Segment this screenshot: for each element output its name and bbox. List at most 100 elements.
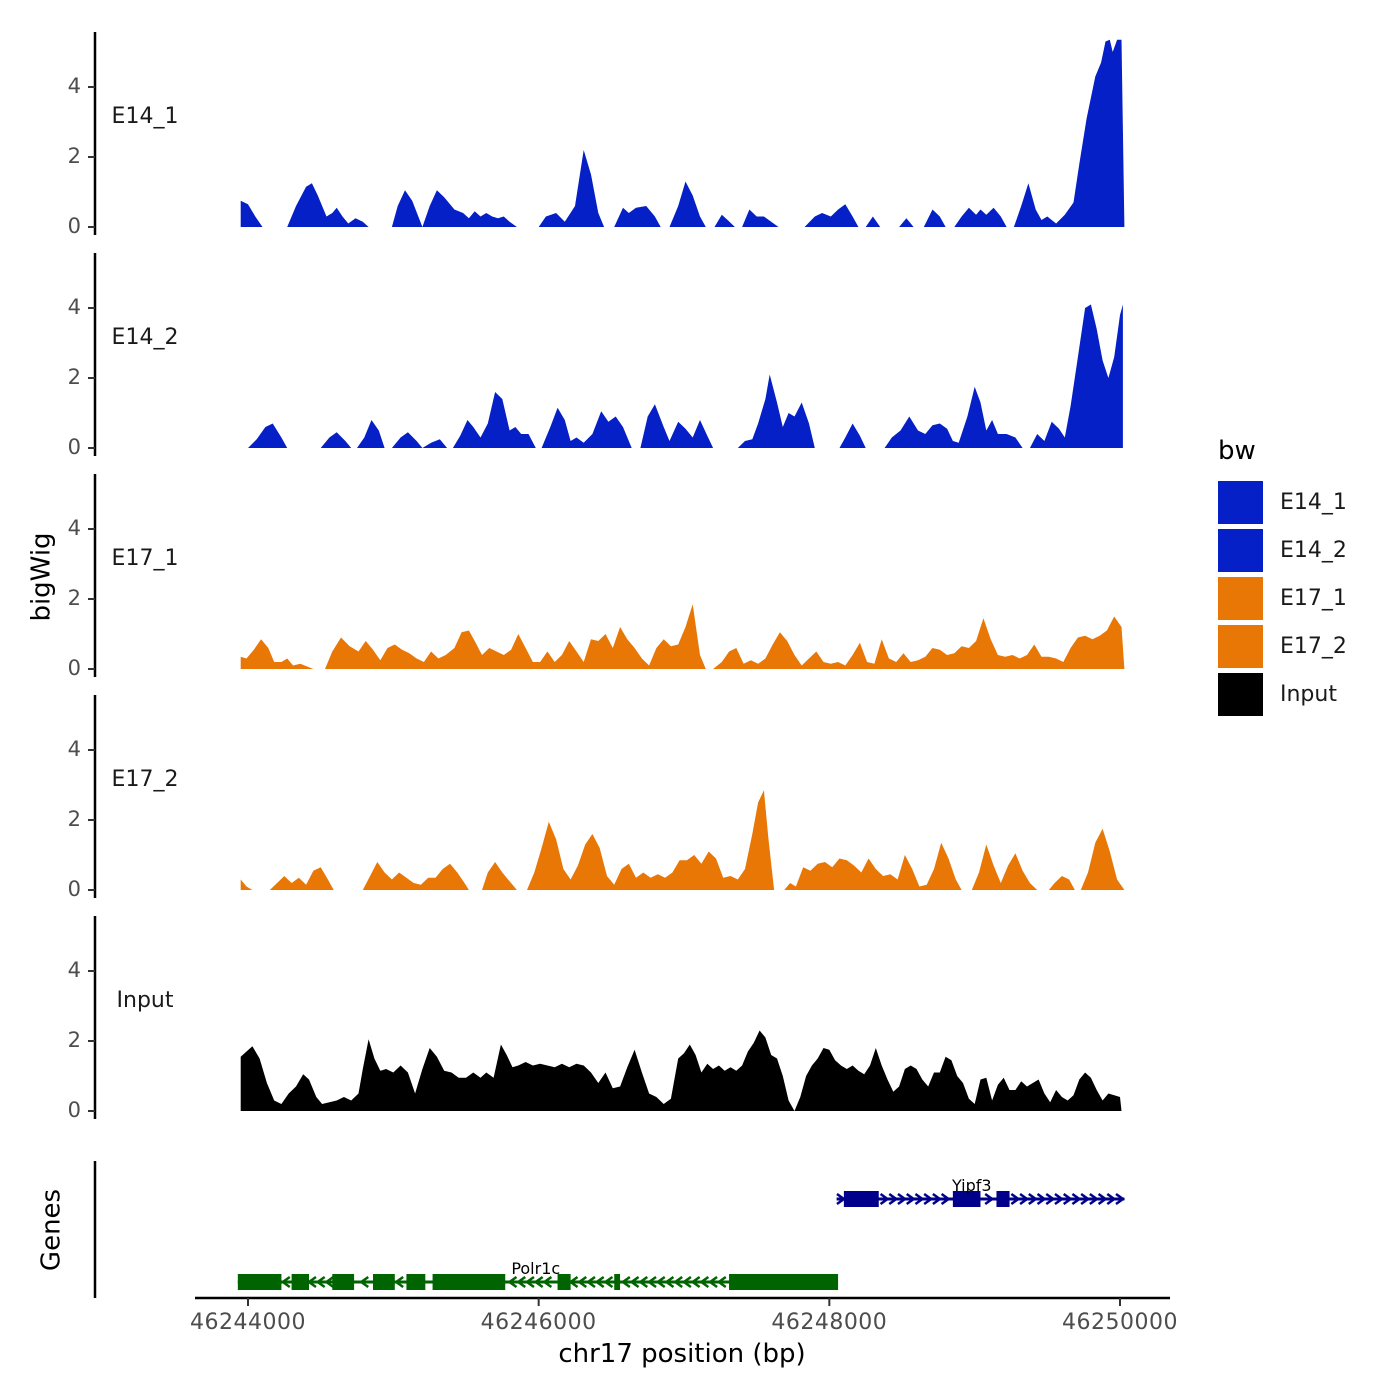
gene-exon: [332, 1274, 355, 1290]
genes-panel: Genes Polr1c Yipf3: [37, 1161, 1126, 1298]
strand-arrow: [1054, 1192, 1065, 1206]
strand-arrow: [690, 1275, 701, 1289]
gene-exon: [729, 1274, 839, 1290]
strand-arrow: [542, 1275, 553, 1289]
track-E14_2: 0 2 4 E14_2: [68, 253, 1123, 459]
legend-title: bw: [1218, 436, 1256, 466]
y-tick-label: 2: [68, 807, 81, 831]
y-tick-label: 2: [68, 586, 81, 610]
track-label: E17_1: [112, 546, 179, 571]
genes-axis-title: Genes: [37, 1189, 67, 1271]
strand-arrow: [932, 1192, 943, 1206]
strand-arrow: [315, 1275, 326, 1289]
strand-arrow: [524, 1275, 535, 1289]
gene-Polr1c: Polr1c: [237, 1259, 839, 1290]
strand-arrow: [879, 1192, 890, 1206]
strand-arrow: [914, 1192, 925, 1206]
y-tick-label: 4: [68, 516, 81, 540]
strand-arrow: [533, 1275, 544, 1289]
strand-arrow: [673, 1275, 683, 1289]
x-axis: chr17 position (bp) 46244000 46246000 4624…: [190, 1296, 1177, 1369]
gene-label: Polr1c: [511, 1259, 560, 1278]
y-tick-label: 4: [68, 958, 81, 982]
y-tick-label: 2: [68, 365, 81, 389]
legend-swatch: [1218, 625, 1263, 668]
strand-arrow: [359, 1275, 369, 1289]
coverage-tracks: 0 2 4 E14_1 0 2 4 E14_2 0 2 4 E17_1 0 2 4 E17_2 0 2 4 Input: [68, 32, 1125, 1122]
y-tick-label: 4: [68, 295, 81, 319]
track-label: E17_2: [112, 767, 179, 792]
x-tick-label: 46244000: [190, 1310, 306, 1335]
legend-label: Input: [1280, 682, 1337, 707]
strand-arrow: [923, 1192, 934, 1206]
strand-arrow: [577, 1275, 587, 1289]
strand-arrow: [629, 1275, 640, 1289]
y-tick-label: 2: [68, 1028, 81, 1052]
y-tick-label: 0: [68, 877, 81, 901]
legend: bw E14_1 E14_2 E17_1 E17_2 Input: [1218, 436, 1347, 716]
strand-arrow: [1089, 1192, 1099, 1206]
strand-arrow: [1028, 1192, 1038, 1206]
legend-label: E17_2: [1280, 634, 1347, 659]
x-tick-label: 46246000: [481, 1310, 597, 1335]
track-E17_2: 0 2 4 E17_2: [68, 695, 1125, 901]
strand-arrow: [984, 1192, 995, 1206]
strand-arrow: [888, 1192, 899, 1206]
y-tick-label: 2: [68, 144, 81, 168]
strand-arrow: [603, 1275, 614, 1289]
x-axis-title: chr17 position (bp): [558, 1339, 805, 1369]
track-Input: 0 2 4 Input: [68, 916, 1122, 1122]
y-tick-label: 4: [68, 74, 81, 98]
strand-arrow: [681, 1275, 692, 1289]
strand-arrow: [280, 1275, 291, 1289]
gene-exon: [432, 1274, 506, 1290]
gene-exon: [843, 1191, 879, 1207]
gene-exon: [952, 1191, 981, 1207]
gene-exon: [372, 1274, 395, 1290]
gene-exon: [996, 1191, 1010, 1207]
coverage-area: [240, 790, 1125, 890]
y-axis-title: bigWig: [27, 532, 57, 621]
coverage-area: [248, 304, 1123, 448]
track-label: E14_2: [112, 325, 179, 350]
gene-Yipf3: Yipf3: [836, 1176, 1126, 1207]
y-tick-label: 4: [68, 737, 81, 761]
strand-arrow: [905, 1192, 916, 1206]
gene-exon: [614, 1274, 621, 1290]
legend-swatch: [1218, 529, 1263, 572]
strand-arrow: [638, 1275, 649, 1289]
strand-arrow: [585, 1275, 596, 1289]
y-tick-label: 0: [68, 214, 81, 238]
coverage-area: [240, 1030, 1122, 1111]
gene-exon: [406, 1274, 426, 1290]
legend-swatch: [1218, 673, 1263, 716]
coverage-area: [240, 39, 1125, 227]
strand-arrow: [897, 1192, 908, 1206]
strand-arrow: [393, 1275, 404, 1289]
track-label: Input: [117, 988, 174, 1013]
legend-label: E14_1: [1280, 490, 1347, 515]
strand-arrow: [716, 1275, 727, 1289]
strand-arrow: [1062, 1192, 1073, 1206]
gene-exon: [557, 1274, 571, 1290]
legend-label: E14_2: [1280, 538, 1347, 563]
y-tick-label: 0: [68, 656, 81, 680]
legend-swatch: [1218, 577, 1263, 620]
strand-arrow: [1097, 1192, 1108, 1206]
strand-arrow: [1080, 1192, 1091, 1206]
gene-exon: [237, 1274, 282, 1290]
track-E14_1: 0 2 4 E14_1: [68, 32, 1125, 238]
strand-arrow: [516, 1275, 526, 1289]
track-E17_1: 0 2 4 E17_1: [68, 474, 1125, 680]
strand-arrow: [707, 1275, 718, 1289]
strand-arrow: [620, 1275, 631, 1289]
coverage-area: [240, 604, 1125, 669]
legend-swatch: [1218, 481, 1263, 524]
strand-arrow: [655, 1275, 666, 1289]
strand-arrow: [1019, 1192, 1030, 1206]
strand-arrow: [940, 1192, 951, 1206]
strand-arrow: [646, 1275, 657, 1289]
strand-arrow: [594, 1275, 605, 1289]
strand-arrow: [1036, 1192, 1047, 1206]
